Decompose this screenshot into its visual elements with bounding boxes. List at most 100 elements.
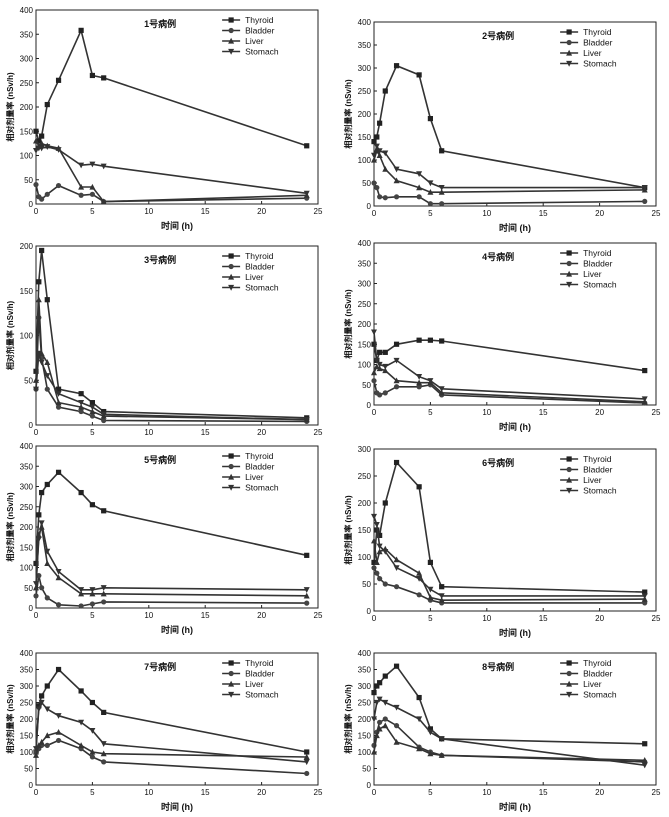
data-point — [393, 377, 400, 384]
y-tick-label: 150 — [358, 526, 372, 535]
data-point — [641, 185, 648, 191]
x-tick-label: 20 — [595, 614, 604, 623]
x-tick-label: 20 — [595, 788, 604, 797]
series-stomach — [33, 699, 310, 766]
data-point — [78, 719, 85, 726]
data-point — [371, 513, 377, 520]
data-point — [78, 489, 84, 496]
data-point — [376, 543, 383, 550]
data-point — [304, 770, 310, 777]
series-line — [35, 701, 307, 763]
data-point — [44, 359, 51, 365]
data-point — [55, 77, 62, 83]
data-point — [55, 568, 62, 575]
data-point — [39, 196, 45, 202]
data-point — [641, 757, 648, 763]
data-point — [416, 337, 422, 343]
data-point — [438, 389, 445, 396]
x-tick-label: 5 — [90, 207, 95, 216]
legend-marker — [566, 260, 572, 267]
legend-label: Bladder — [583, 669, 612, 679]
series-stomach — [371, 329, 648, 403]
series-stomach — [33, 350, 310, 423]
data-point — [304, 749, 310, 755]
data-point — [371, 152, 377, 159]
data-point — [78, 742, 85, 748]
data-point — [33, 593, 39, 599]
data-point — [376, 548, 383, 555]
data-point — [393, 166, 400, 173]
data-point — [78, 162, 85, 169]
data-point — [373, 363, 380, 370]
chart-7: 0 50 100 150 200 250 300 350 400 0 5 10 15 20 25 时间 (h)… — [5, 649, 323, 812]
data-point — [439, 338, 445, 344]
data-point — [371, 565, 377, 571]
data-point — [438, 386, 445, 392]
data-point — [33, 560, 39, 567]
x-tick-label: 10 — [144, 428, 153, 437]
legend-label: Thyroid — [583, 454, 612, 464]
y-tick-label: 100 — [20, 748, 34, 757]
data-point — [38, 350, 45, 356]
series-liver — [371, 147, 648, 195]
x-axis-label: 时间 (h) — [161, 220, 193, 231]
series-thyroid — [33, 27, 310, 149]
series-line — [35, 250, 307, 419]
data-point — [78, 183, 85, 190]
legend-label: Bladder — [245, 262, 274, 272]
legend-marker — [566, 487, 573, 494]
legend-marker — [228, 253, 234, 259]
data-point — [427, 750, 434, 757]
legend-label: Liver — [245, 272, 264, 282]
y-tick-label: 400 — [20, 442, 34, 451]
data-point — [393, 459, 400, 466]
data-point — [89, 699, 95, 706]
legend-marker — [228, 484, 235, 491]
y-tick-label: 350 — [20, 462, 34, 471]
y-tick-label: 350 — [358, 259, 372, 268]
series-thyroid — [371, 337, 648, 374]
y-tick-label: 300 — [20, 682, 34, 691]
data-point — [36, 512, 42, 518]
data-point — [376, 725, 383, 732]
legend-marker — [228, 273, 235, 280]
chart-6: 0 50 100 150 200 250 300 0 5 10 15 20 25 时间 (h) 相对剂量率 … — [343, 445, 661, 638]
x-axis-label: 时间 (h) — [499, 801, 531, 812]
y-axis-label: 相对剂量率 (nSv/h) — [343, 289, 353, 359]
data-point — [39, 247, 45, 254]
y-tick-label: 350 — [358, 666, 372, 675]
x-tick-label: 20 — [595, 408, 604, 417]
data-point — [382, 722, 389, 729]
y-tick-label: 150 — [358, 732, 372, 741]
legend-marker — [228, 37, 235, 44]
data-point — [373, 699, 380, 706]
legend-marker — [566, 270, 573, 277]
series-thyroid — [33, 247, 310, 421]
data-point — [55, 391, 62, 397]
data-point — [44, 191, 50, 197]
data-point — [89, 754, 95, 760]
y-tick-label: 250 — [20, 503, 34, 512]
data-point — [416, 194, 422, 200]
plot-frame — [35, 652, 319, 786]
legend-marker — [228, 453, 234, 459]
data-point — [416, 184, 423, 191]
y-tick-label: 200 — [358, 715, 372, 724]
data-point — [55, 666, 62, 673]
data-point — [303, 190, 310, 197]
data-point — [55, 729, 62, 735]
y-tick-label: 50 — [362, 381, 371, 390]
data-point — [89, 590, 96, 597]
legend-label: Liver — [245, 679, 264, 689]
legend-label: Liver — [583, 679, 602, 689]
x-axis-label: 时间 (h) — [161, 624, 193, 635]
series-line — [35, 353, 307, 421]
data-point — [427, 729, 434, 736]
data-point — [78, 403, 85, 410]
data-point — [376, 365, 383, 372]
x-tick-label: 10 — [144, 207, 153, 216]
legend-marker — [228, 680, 235, 687]
chart-1: 0 50 100 150 200 250 300 350 400 0 5 10 15 20 25 时间 (h)… — [5, 6, 323, 231]
data-point — [393, 556, 400, 563]
